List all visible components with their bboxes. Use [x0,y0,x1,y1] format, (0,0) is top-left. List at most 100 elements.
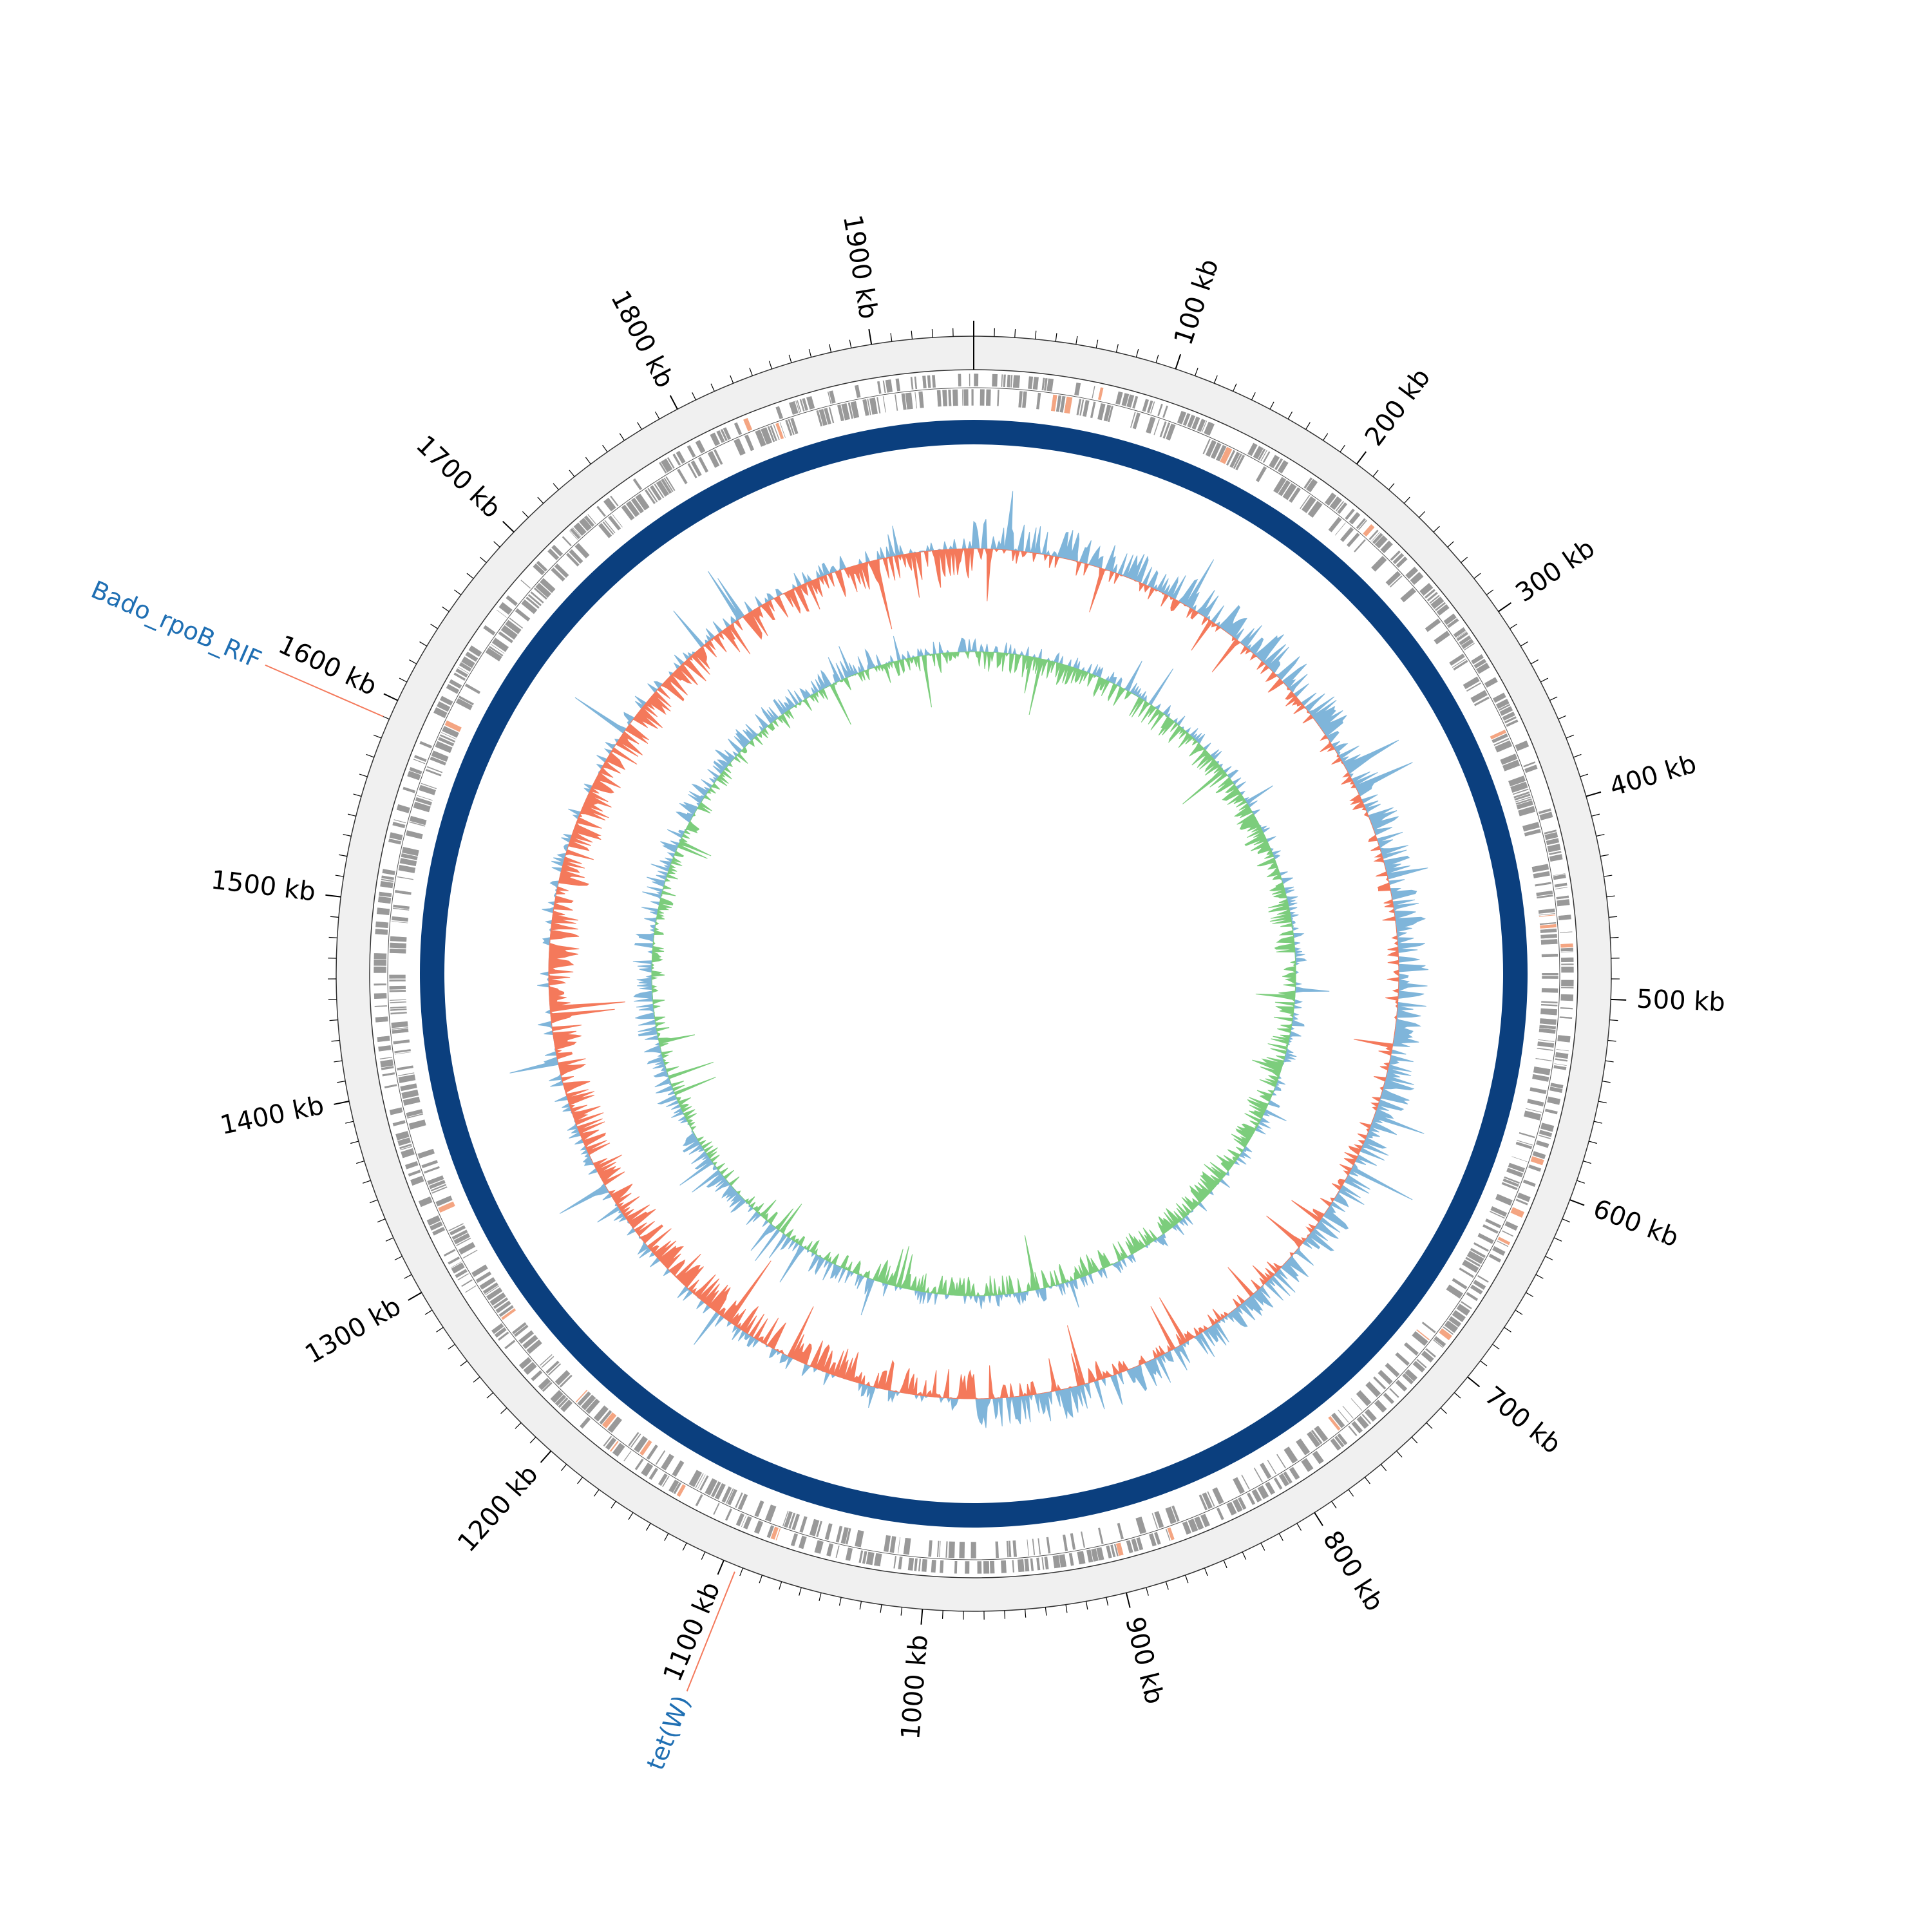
gene-feature [421,1159,439,1169]
major-tick [1356,451,1367,465]
gene-feature [764,1504,777,1522]
gene-feature [400,853,419,861]
gene-feature [408,766,423,775]
gene-feature [634,1458,645,1471]
gene-feature [376,1035,391,1043]
gene-feature [1515,1141,1533,1150]
gene-feature [1364,1408,1378,1423]
gene-feature [435,1195,453,1208]
gene-feature [376,907,390,916]
minor-tick [859,1601,862,1610]
gene-feature [1045,1536,1052,1554]
gene-feature [1198,1493,1208,1511]
major-tick [408,1292,422,1301]
gene-feature [374,1005,388,1008]
gene-feature [907,1557,914,1571]
minor-tick [628,1512,634,1520]
gene-feature [1125,1539,1134,1554]
feature-leader-line [265,664,384,717]
gene-feature [799,1515,808,1533]
gene-feature [505,594,518,607]
gene-feature [549,1389,564,1404]
gene-feature [1097,1527,1104,1545]
gene-feature [1003,374,1007,388]
gene-feature [798,1535,808,1550]
minor-tick [1591,813,1600,817]
minor-tick [347,813,356,817]
minor-tick [701,1551,706,1560]
gene-feature [1548,850,1562,856]
gene-feature [725,1488,735,1504]
gene-feature [1555,895,1569,900]
minor-tick [1014,329,1016,338]
major-tick [1611,998,1627,1001]
gene-feature [381,868,396,876]
gene-feature [379,880,394,889]
gene-feature [1535,890,1553,897]
gene-feature [779,421,786,439]
gene-feature [518,1329,535,1345]
gene-feature [1340,526,1354,543]
gene-feature [390,1008,408,1012]
gene-feature [393,819,407,824]
gene-feature [1411,1331,1429,1347]
gene-feature [475,1271,493,1283]
minor-tick [473,1376,480,1383]
gene-feature [1554,882,1568,888]
gene-feature [883,1535,891,1553]
gene-feature [1537,1041,1555,1048]
minor-tick [819,1593,822,1601]
gene-feature [557,1397,569,1409]
gene-feature [1559,1016,1573,1019]
gene-feature [897,1537,901,1554]
gene-feature [1522,1179,1537,1188]
gene-feature [1433,630,1451,645]
gene-feature [553,563,570,579]
gene-feature [429,755,447,766]
gene-feature [491,637,509,653]
minor-tick [1025,1609,1027,1618]
gene-feature [690,460,703,477]
gene-feature [611,513,623,528]
gene-feature [1535,1139,1550,1149]
minor-tick [1461,556,1468,564]
gene-feature [1232,1476,1245,1495]
gene-feature [1428,594,1441,605]
gene-feature [660,1453,675,1472]
gene-feature [913,1558,918,1572]
minor-tick [1185,1575,1189,1584]
minor-tick [1440,1407,1447,1414]
gene-feature [1305,478,1318,493]
gene-feature [1135,1537,1144,1551]
gene-feature [1268,454,1280,469]
minor-tick [749,368,753,376]
gene-feature [416,794,433,802]
gene-feature [1497,1236,1511,1246]
gene-feature [587,513,597,525]
gene-feature [1135,1516,1147,1535]
minor-tick [646,1523,651,1531]
minor-tick [430,623,438,629]
gene-feature [545,1360,560,1374]
gene-feature [1283,1446,1299,1464]
gene-feature [1384,1362,1401,1378]
gene-feature [1145,416,1157,435]
gene-feature [527,593,542,607]
gene-feature [444,719,462,733]
gene-feature [1368,529,1379,541]
gene-feature [625,500,641,518]
gene-feature [1000,1560,1007,1574]
minor-tick [739,1567,744,1577]
gene-feature [468,645,483,658]
gene-feature [1470,1284,1484,1295]
gene-feature [1171,1504,1180,1522]
minor-tick [369,1199,378,1204]
feature-leader-line [686,1571,735,1692]
gene-feature [410,1175,425,1186]
gene-feature [1501,711,1516,721]
gene-feature [388,979,406,982]
gene-feature [389,998,407,1001]
gene-feature [1412,1360,1426,1374]
gene-feature [1540,928,1558,934]
gene-feature [1416,1329,1430,1341]
